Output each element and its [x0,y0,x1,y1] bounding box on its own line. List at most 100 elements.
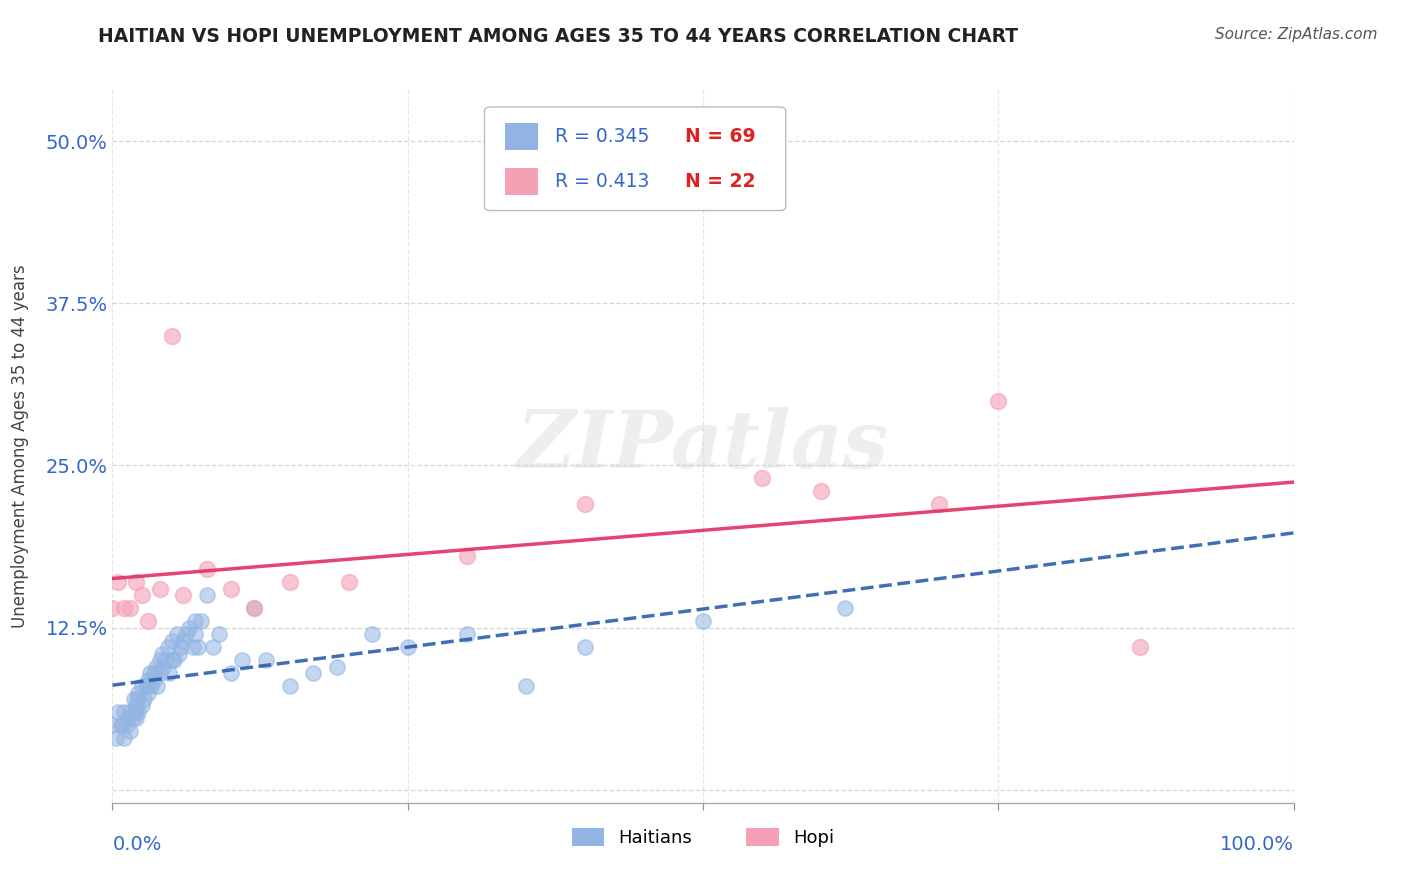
Point [125,711,148,725]
Point [195,588,218,602]
Point [1129,640,1152,654]
Point [101,718,124,732]
Point [219,666,242,681]
Point [574,640,596,654]
Point [834,601,856,615]
Point [160,328,183,343]
Point [396,640,419,654]
Legend: Haitians, Hopi: Haitians, Hopi [564,821,842,855]
Point [125,698,148,713]
Point [163,653,186,667]
Point [139,666,162,681]
Point [112,705,135,719]
Point [195,562,218,576]
Point [136,673,159,687]
Point [107,575,129,590]
Point [131,588,153,602]
Text: N = 22: N = 22 [685,172,756,191]
Point [278,679,301,693]
Point [127,692,149,706]
Point [361,627,384,641]
Point [157,666,180,681]
Point [120,601,142,615]
Text: N = 69: N = 69 [685,127,756,145]
Point [152,659,174,673]
Point [337,575,360,590]
Point [136,685,159,699]
Point [117,711,139,725]
Point [456,549,478,564]
Point [254,653,277,667]
Point [156,640,179,654]
Point [692,614,714,628]
Point [184,614,207,628]
Point [134,692,156,706]
FancyBboxPatch shape [485,107,786,211]
Point [150,647,173,661]
Text: R = 0.413: R = 0.413 [555,172,650,191]
Point [131,698,153,713]
Point [127,685,149,699]
Point [167,647,190,661]
Point [160,633,183,648]
Point [120,705,142,719]
Text: 0.0%: 0.0% [112,835,162,854]
Y-axis label: Unemployment Among Ages 35 to 44 years: Unemployment Among Ages 35 to 44 years [11,264,30,628]
Point [125,575,148,590]
Point [456,627,478,641]
Point [149,666,172,681]
Text: 100.0%: 100.0% [1219,835,1294,854]
Text: HAITIAN VS HOPI UNEMPLOYMENT AMONG AGES 35 TO 44 YEARS CORRELATION CHART: HAITIAN VS HOPI UNEMPLOYMENT AMONG AGES … [98,27,1018,45]
Point [243,601,266,615]
Point [112,601,135,615]
Point [208,627,231,641]
Point [987,393,1010,408]
Point [179,621,201,635]
Point [131,679,153,693]
Point [170,640,193,654]
Text: Source: ZipAtlas.com: Source: ZipAtlas.com [1215,27,1378,42]
Point [145,659,167,673]
Point [141,679,163,693]
Point [302,666,325,681]
Point [574,497,596,511]
Point [107,705,129,719]
Point [149,653,172,667]
Bar [505,123,537,150]
Point [184,627,207,641]
Point [142,666,165,681]
Point [174,627,197,641]
Point [146,679,169,693]
Text: ZIPatlas: ZIPatlas [517,408,889,484]
Point [515,679,537,693]
Point [190,614,212,628]
Point [172,633,194,648]
Point [111,718,134,732]
Point [278,575,301,590]
Point [122,692,145,706]
Point [115,718,138,732]
Point [810,484,832,499]
Point [110,718,132,732]
Point [112,731,135,745]
Point [172,588,194,602]
Point [160,653,183,667]
Point [181,640,204,654]
Bar [505,168,537,194]
Point [928,497,950,511]
Point [201,640,224,654]
Point [105,731,128,745]
Point [149,582,172,596]
Point [326,659,349,673]
Point [155,653,177,667]
Point [166,627,188,641]
Point [121,711,143,725]
Point [101,601,124,615]
Point [136,614,159,628]
Point [243,601,266,615]
Point [231,653,253,667]
Point [120,724,142,739]
Point [127,705,149,719]
Point [124,705,146,719]
Point [142,673,165,687]
